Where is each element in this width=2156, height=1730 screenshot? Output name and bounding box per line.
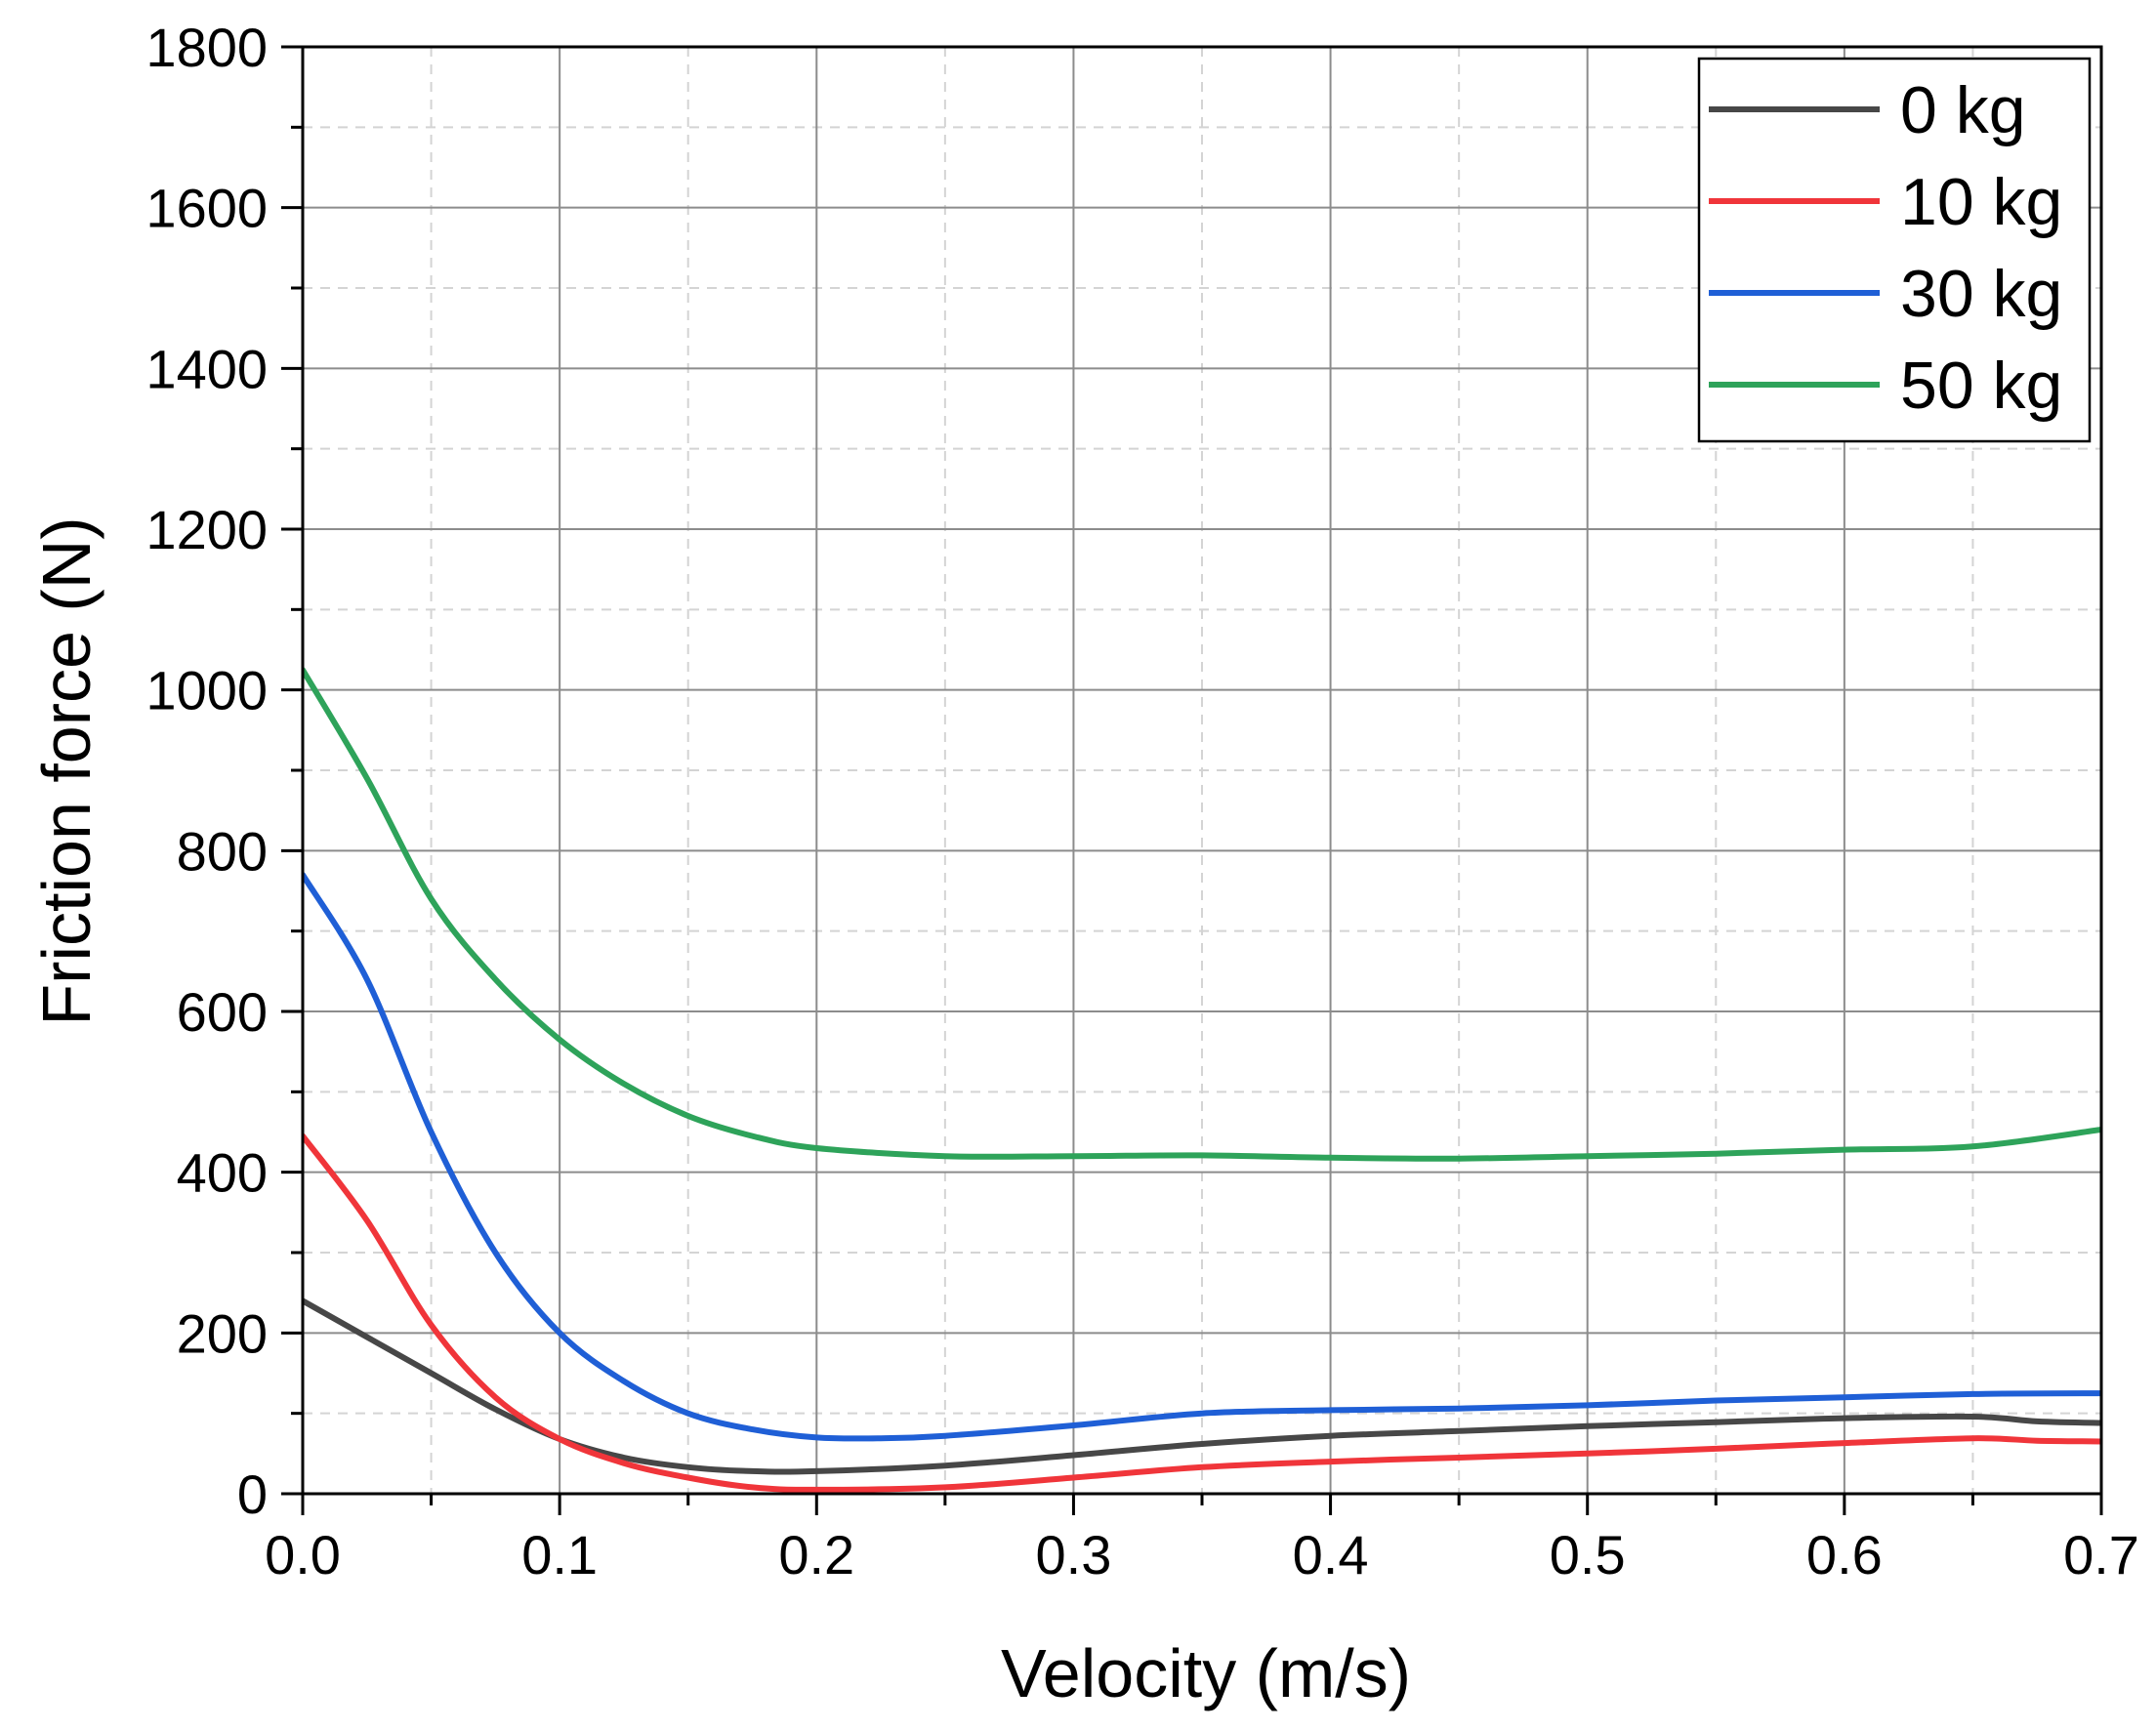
legend: 0 kg 10 kg 30 kg 50 kg: [1697, 57, 2092, 443]
x-tick-label: 0.6: [1806, 1524, 1883, 1586]
x-tick-label: 0.5: [1550, 1524, 1626, 1586]
y-tick-label: 0: [237, 1463, 268, 1525]
y-tick-label: 400: [177, 1142, 268, 1204]
y-tick-label: 1400: [145, 338, 268, 399]
series-lines: [303, 667, 2101, 1493]
x-tick-label: 0.1: [521, 1524, 598, 1586]
minor-gridlines: [303, 47, 2101, 1494]
y-axis-title: Friction force (N): [28, 516, 104, 1025]
x-tick-labels: 0.0 0.1 0.2 0.3 0.4 0.5 0.6 0.7: [265, 1524, 2139, 1586]
x-tick-label: 0.4: [1293, 1524, 1369, 1586]
legend-label: 30 kg: [1900, 257, 2062, 331]
x-tick-label: 0.7: [2063, 1524, 2139, 1586]
y-tick-label: 1000: [145, 660, 268, 721]
legend-box: [1697, 57, 2092, 443]
legend-label: 50 kg: [1900, 349, 2062, 423]
y-tick-label: 800: [177, 820, 268, 882]
y-tick-label: 1600: [145, 178, 268, 239]
series-line-30-kg: [303, 872, 2101, 1442]
legend-label: 10 kg: [1900, 165, 2062, 239]
legend-label: 0 kg: [1900, 73, 2026, 147]
y-tick-label: 1800: [145, 17, 268, 78]
series-line-50-kg: [303, 667, 2101, 1162]
series-line-10-kg: [303, 1133, 2101, 1493]
x-tick-label: 0.2: [778, 1524, 854, 1586]
axis-ticks: [281, 45, 2103, 1515]
x-axis-title: Velocity (m/s): [1001, 1635, 1411, 1711]
y-tick-label: 1200: [145, 499, 268, 560]
x-tick-label: 0.0: [265, 1524, 341, 1586]
y-tick-labels: 0 200 400 600 800 1000 1200 1400 1600 1800: [145, 17, 268, 1525]
y-tick-label: 200: [177, 1302, 268, 1364]
major-gridlines: [303, 47, 2101, 1494]
x-tick-label: 0.3: [1035, 1524, 1111, 1586]
y-tick-label: 600: [177, 981, 268, 1043]
